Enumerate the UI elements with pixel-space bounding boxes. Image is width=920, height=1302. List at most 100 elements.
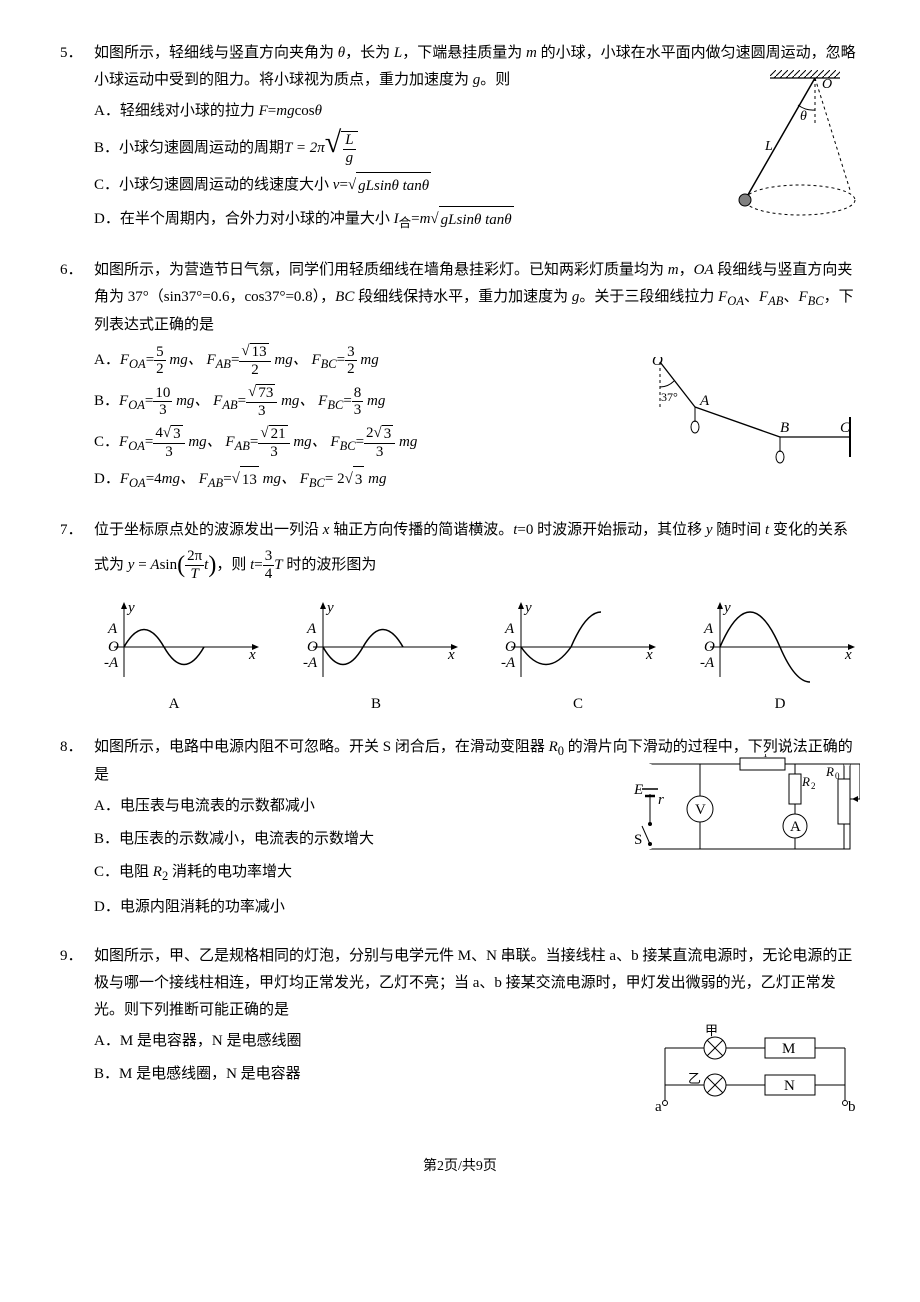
q7-A: A <box>150 557 159 573</box>
question-8: 8． 如图所示，电路中电源内阻不可忽略。开关 S 闭合后，在滑动变阻器 R0 的… <box>60 734 860 927</box>
q7-lD: D <box>700 691 860 718</box>
q6D-pre: D． <box>94 471 120 487</box>
wave-d-icon: yx AO-A <box>690 597 860 687</box>
fig-jia: 甲 <box>705 1023 718 1038</box>
q6B-d1: 3 <box>153 402 172 419</box>
q6D-r13: 13 <box>240 466 259 494</box>
svg-text:E: E <box>633 782 643 798</box>
svg-text:O: O <box>307 639 318 655</box>
q6-BC: BC <box>335 289 354 305</box>
q6C-p1: 4 <box>155 425 163 441</box>
q8C-pre: C．电阻 <box>94 864 153 880</box>
svg-text:x: x <box>844 647 852 663</box>
q7-number: 7． <box>60 517 94 718</box>
q6D-F2: F <box>199 471 208 487</box>
svg-text:O: O <box>108 639 119 655</box>
wave-c-icon: yx AO-A <box>491 597 661 687</box>
q6C-p3: 2 <box>366 425 374 441</box>
q7-lB: B <box>296 691 456 718</box>
svg-text:M: M <box>782 1041 795 1057</box>
svg-text:1: 1 <box>763 754 768 759</box>
fig-theta: θ <box>800 109 807 124</box>
q6A-n1: 5 <box>154 344 166 362</box>
fig-L: L <box>764 139 773 154</box>
q6-OA: OA <box>694 262 714 278</box>
q6A-d2: 2 <box>239 362 270 379</box>
q6-m: m <box>668 262 679 278</box>
q5A-pre: A．轻细线对小球的拉力 <box>94 103 259 119</box>
q6C-d2: 3 <box>258 444 289 461</box>
q7-frn: 3 <box>263 548 275 566</box>
svg-text:A: A <box>107 621 118 637</box>
fig-yi: 乙 <box>688 1071 701 1086</box>
q7-lA: A <box>94 691 254 718</box>
q6A-d3: 2 <box>345 361 357 378</box>
svg-text:R: R <box>801 774 810 789</box>
q6C-r3: 3 <box>382 425 394 443</box>
svg-text:r: r <box>658 792 664 808</box>
svg-text:b: b <box>848 1099 856 1113</box>
svg-text:-A: -A <box>700 655 715 671</box>
q6-F3s: BC <box>808 294 824 308</box>
q8C-R: R <box>153 864 162 880</box>
svg-text:a: a <box>655 1099 662 1113</box>
q5C-sqrt: √gLsinθ tanθ <box>348 172 431 200</box>
svg-text:A: A <box>703 621 714 637</box>
q5-L: L <box>394 45 402 61</box>
q7-t1: 位于坐标原点处的波源发出一列沿 <box>94 522 323 538</box>
q7-t4: 随时间 <box>713 522 766 538</box>
q6D-mg2: mg、 <box>259 471 300 487</box>
circuit-icon: V R1 R2 A R0 E r S <box>630 754 860 864</box>
svg-text:y: y <box>523 600 532 616</box>
q6D-mg1: mg、 <box>162 471 199 487</box>
q5-t3: ，下端悬挂质量为 <box>402 45 526 61</box>
fig-O: O <box>652 357 663 369</box>
q7-tpn: 2π <box>185 548 204 566</box>
q6A-pre: A． <box>94 352 120 368</box>
q7-t6: ，则 <box>216 557 250 573</box>
q6-F2: F <box>759 289 768 305</box>
q6-number: 6． <box>60 257 94 501</box>
fig-C: C <box>840 420 851 436</box>
svg-text:R: R <box>825 764 834 779</box>
svg-text:-A: -A <box>104 655 119 671</box>
svg-text:y: y <box>126 600 135 616</box>
svg-text:V: V <box>695 802 706 818</box>
q6B-n1: 10 <box>153 385 172 403</box>
svg-text:0: 0 <box>835 771 840 781</box>
q6C-r1: 3 <box>171 425 183 443</box>
q5D-body: gLsinθ tanθ <box>439 206 514 234</box>
q6-F3: F <box>798 289 807 305</box>
q9-number: 9． <box>60 943 94 1094</box>
fig-O: O <box>822 77 832 92</box>
q6C-pre: C． <box>94 434 119 450</box>
svg-text:x: x <box>447 647 455 663</box>
q6D-eqy: = 2 <box>325 471 345 487</box>
q6-figure: O 37° A B C <box>630 357 860 487</box>
q7-figures: yx AO-A yx AO-A yx AO-A <box>94 597 860 687</box>
wave-a-icon: yx AO-A <box>94 597 264 687</box>
q6C-d1: 3 <box>153 444 184 461</box>
q6C-mg3: mg <box>395 434 417 450</box>
q6B-d3: 3 <box>352 402 364 419</box>
svg-text:y: y <box>722 600 731 616</box>
q5B-L: L <box>343 132 355 150</box>
q6D-r3: 3 <box>353 466 365 494</box>
q6-F2s: AB <box>768 294 783 308</box>
q5B-sqrt: √Lg <box>325 131 358 166</box>
q5-m: m <box>526 45 537 61</box>
q6D-s3: BC <box>309 476 325 490</box>
q6-stem: 如图所示，为营造节日气氛，同学们用轻质细线在墙角悬挂彩灯。已知两彩灯质量均为 m… <box>94 257 860 340</box>
q5C-body: gLsinθ tanθ <box>356 172 431 200</box>
fig-B: B <box>780 420 789 436</box>
svg-text:x: x <box>645 647 653 663</box>
q5-t2: ，长为 <box>345 45 394 61</box>
q6D-F1: F <box>120 471 129 487</box>
q9-figure: M N 甲 乙 ab <box>650 1023 860 1123</box>
q6B-mg2: mg、 <box>277 393 318 409</box>
q7-tpd: T <box>185 566 204 583</box>
q8-R0: R <box>549 739 558 755</box>
pendulum-cone-icon: O θ L <box>710 70 860 230</box>
q6-t5: 。关于三段细线拉力 <box>579 289 718 305</box>
lamp-circuit-icon: M N 甲 乙 ab <box>650 1023 860 1113</box>
